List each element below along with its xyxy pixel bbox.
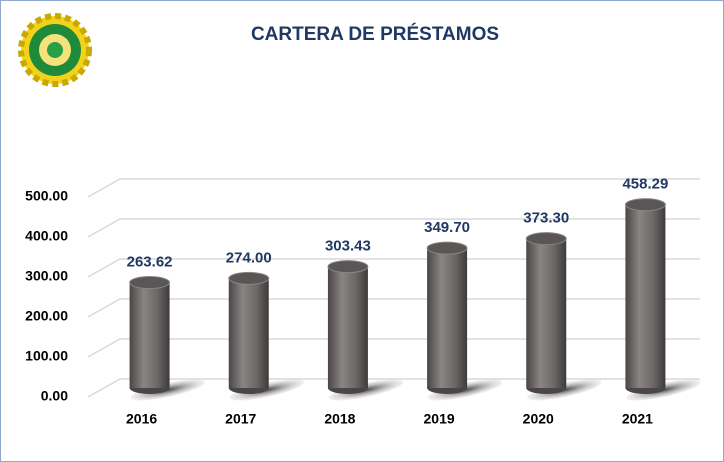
- x-tick-label: 2019: [424, 411, 455, 427]
- grid-line: [87, 178, 700, 198]
- data-label: 274.00: [226, 249, 272, 266]
- bar-top: [624, 198, 666, 212]
- logo: [18, 13, 92, 87]
- grid-line: [87, 378, 700, 398]
- bar-top: [129, 276, 171, 290]
- chart-title: CARTERA DE PRÉSTAMOS: [251, 23, 499, 45]
- bar: [327, 266, 368, 388]
- grid-line: [87, 258, 700, 278]
- x-tick-label: 2017: [225, 411, 256, 427]
- bar: [427, 248, 468, 388]
- y-tick-label: 0.00: [41, 388, 68, 404]
- data-label: 373.30: [523, 210, 569, 227]
- x-tick-label: 2020: [523, 411, 554, 427]
- bar: [526, 238, 567, 388]
- bar: [625, 204, 666, 388]
- y-tick-label: 500.00: [25, 188, 68, 204]
- bar-top: [228, 271, 270, 285]
- x-tick-label: 2021: [622, 411, 653, 427]
- bar: [129, 282, 170, 388]
- grid-line: [87, 338, 700, 358]
- x-tick-label: 2016: [126, 411, 157, 427]
- data-label: 303.43: [325, 238, 371, 255]
- data-label: 263.62: [127, 254, 173, 271]
- grid-line: [87, 298, 700, 318]
- bar: [228, 278, 269, 388]
- y-tick-label: 300.00: [25, 268, 68, 284]
- bar-top: [327, 260, 369, 274]
- bar-top: [426, 241, 468, 255]
- y-tick-label: 100.00: [25, 348, 68, 364]
- x-tick-label: 2018: [324, 411, 355, 427]
- y-tick-label: 400.00: [25, 228, 68, 244]
- data-label: 458.29: [622, 176, 668, 193]
- grid-line: [87, 218, 700, 238]
- data-label: 349.70: [424, 219, 470, 236]
- bar-top: [525, 232, 567, 246]
- y-tick-label: 200.00: [25, 308, 68, 324]
